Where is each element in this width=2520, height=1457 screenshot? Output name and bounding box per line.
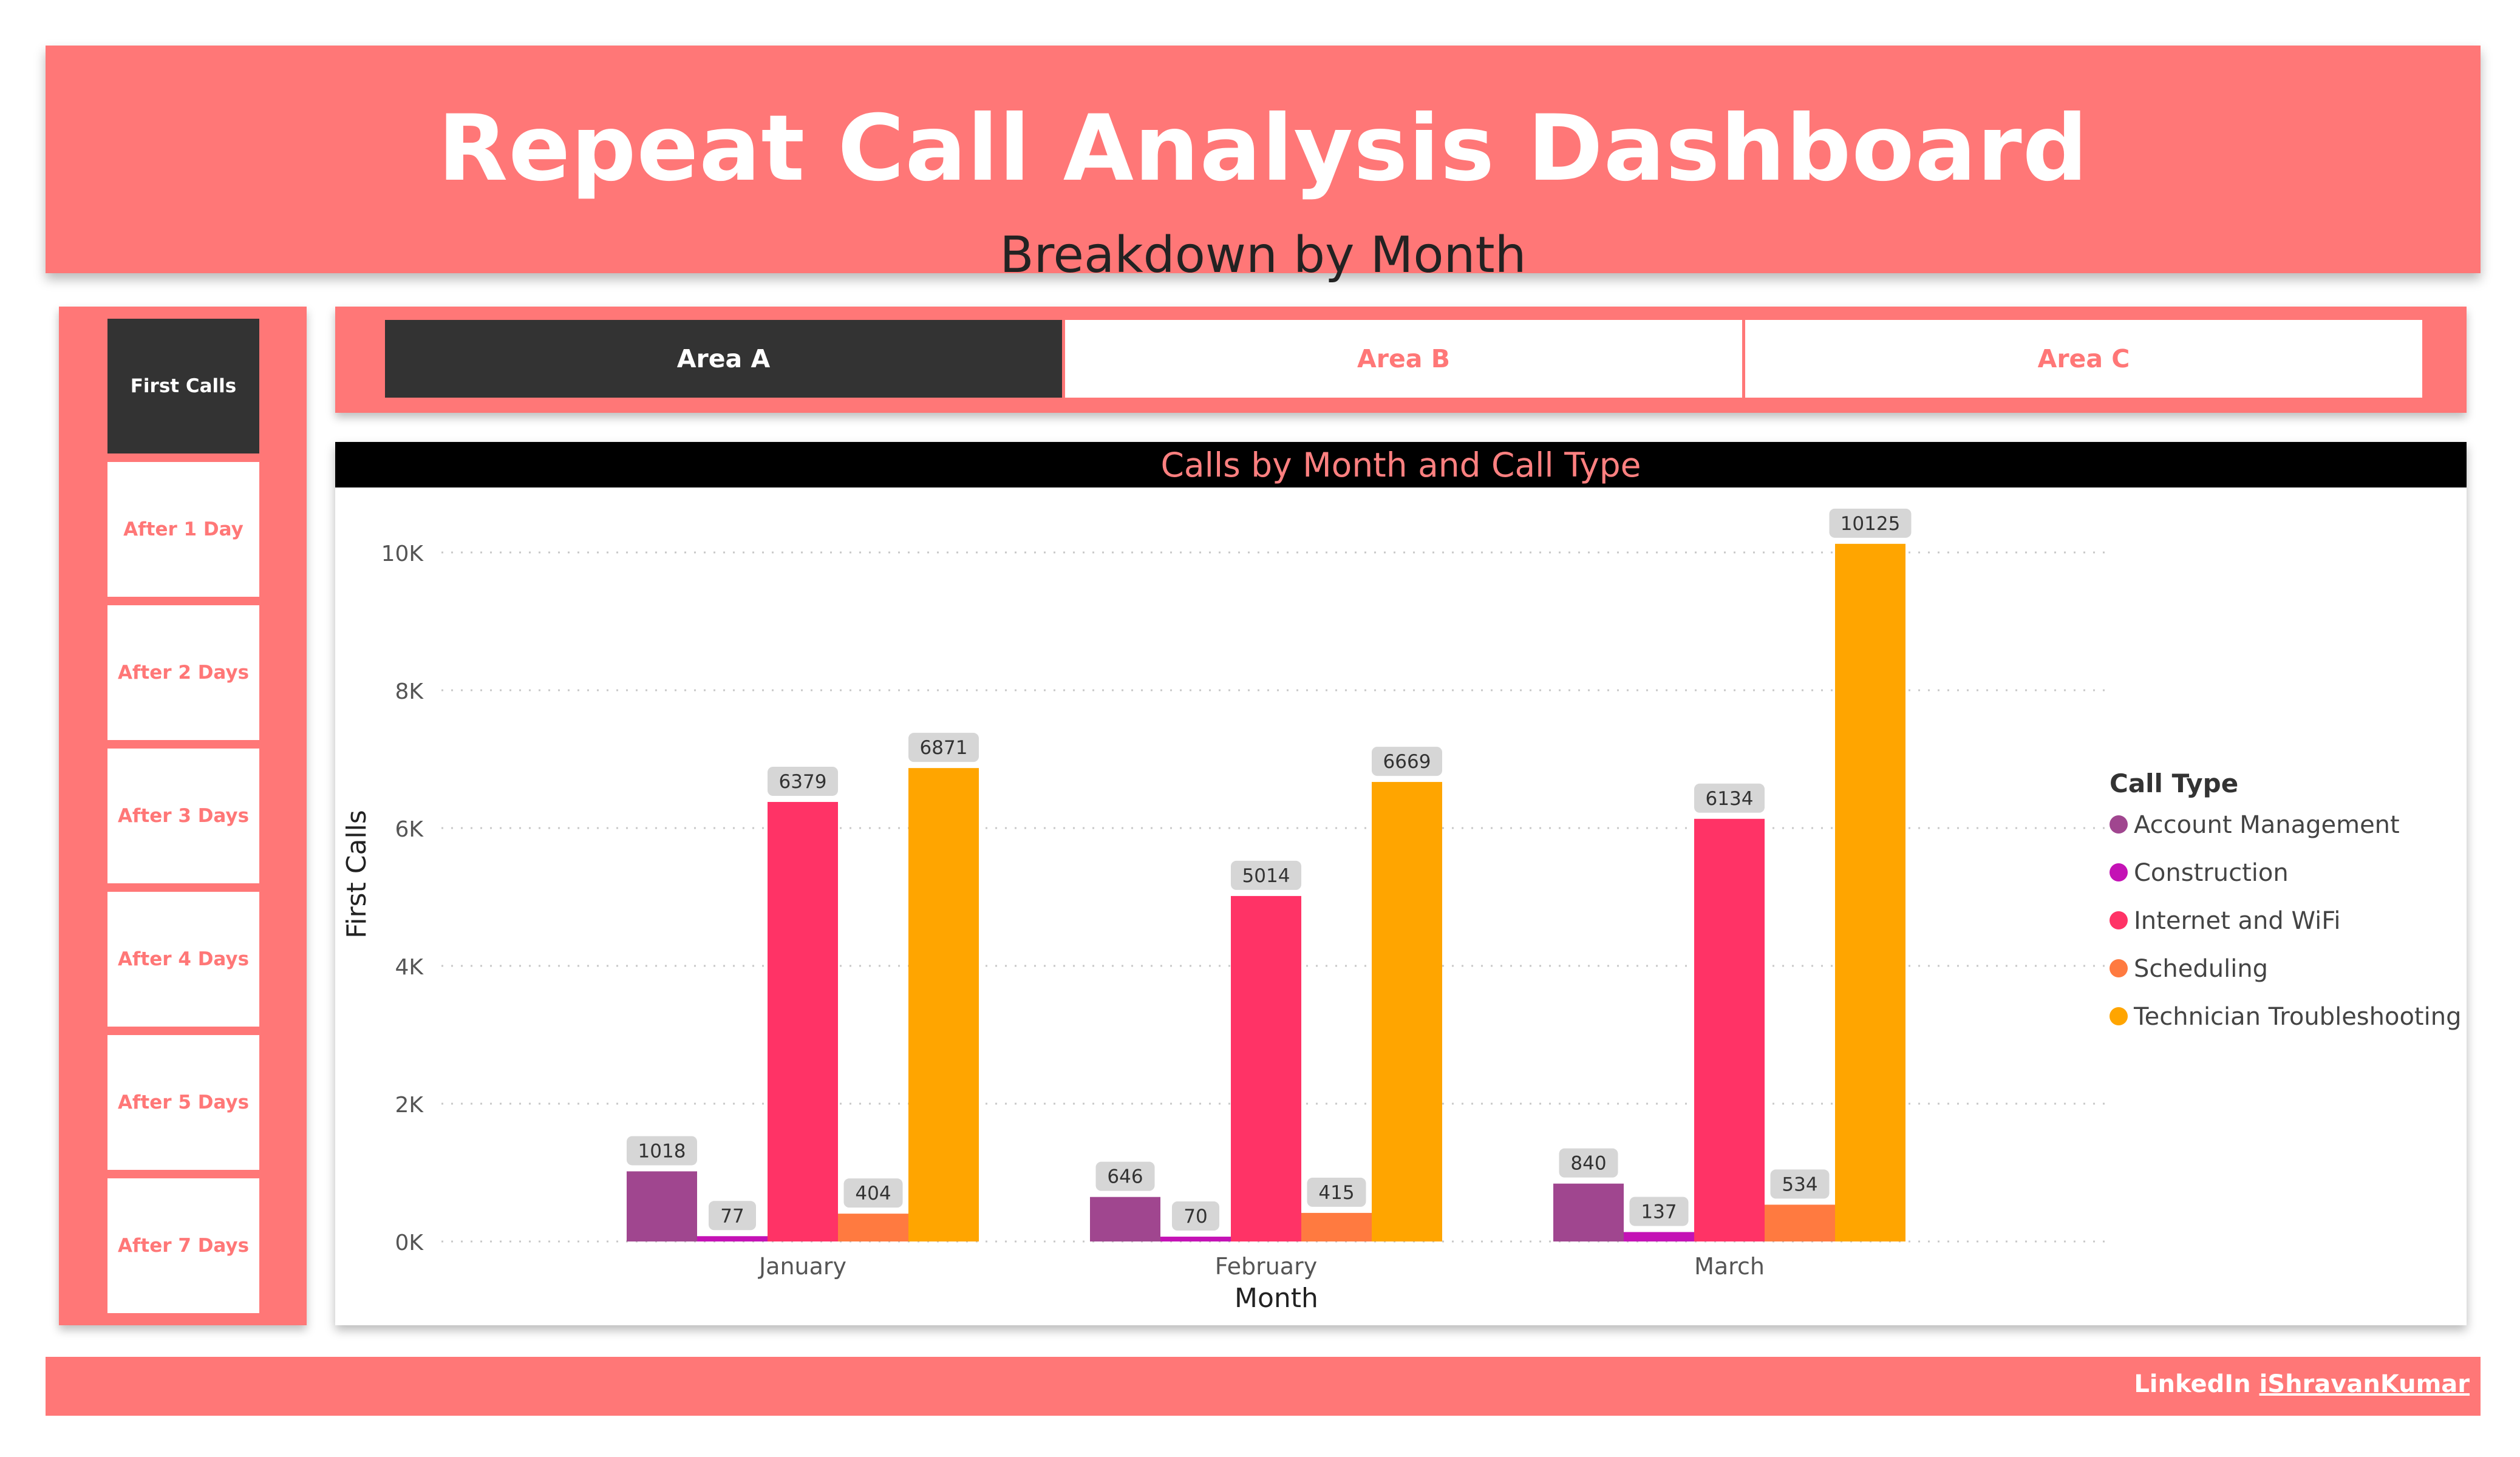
- data-label: 646: [1107, 1166, 1143, 1188]
- data-label: 840: [1570, 1153, 1606, 1175]
- sidebar-item-after-3-days[interactable]: After 3 Days: [107, 749, 259, 883]
- area-tabs: Area A Area B Area C: [335, 307, 2467, 413]
- data-label-bg: [1559, 1148, 1618, 1178]
- legend-item[interactable]: Scheduling: [2134, 955, 2268, 983]
- dashboard-subtitle: Breakdown by Month: [999, 226, 1527, 284]
- tab-area-c[interactable]: Area C: [1745, 320, 2422, 398]
- bar[interactable]: [1231, 895, 1301, 1241]
- legend-swatch[interactable]: [2110, 1007, 2128, 1025]
- sidebar-item-after-1-day[interactable]: After 1 Day: [107, 462, 259, 597]
- bar[interactable]: [908, 768, 979, 1241]
- bar[interactable]: [768, 801, 838, 1241]
- tab-area-b[interactable]: Area B: [1065, 320, 1742, 398]
- data-label-bg: [843, 1178, 903, 1208]
- sidebar-item-after-7-days[interactable]: After 7 Days: [107, 1178, 259, 1313]
- footer-prefix: LinkedIn: [2134, 1370, 2259, 1398]
- legend-swatch[interactable]: [2110, 959, 2128, 977]
- bar[interactable]: [1160, 1237, 1231, 1241]
- legend-item[interactable]: Account Management: [2134, 811, 2400, 839]
- data-label-bg: [908, 733, 979, 762]
- data-label: 70: [1183, 1206, 1207, 1228]
- data-label-bg: [1770, 1169, 1830, 1199]
- y-tick-label: 6K: [395, 817, 424, 842]
- data-label: 77: [720, 1205, 744, 1227]
- data-label: 137: [1641, 1201, 1677, 1223]
- sidebar-item-first-calls[interactable]: First Calls: [107, 319, 259, 453]
- bar[interactable]: [697, 1236, 768, 1241]
- data-label: 1018: [638, 1140, 686, 1162]
- bar[interactable]: [1835, 543, 1905, 1241]
- chart-title: Calls by Month and Call Type: [335, 442, 2467, 487]
- legend-item[interactable]: Technician Troubleshooting: [2133, 1003, 2461, 1031]
- y-axis-title: First Calls: [341, 810, 372, 939]
- sidebar-item-after-5-days[interactable]: After 5 Days: [107, 1035, 259, 1170]
- tab-area-a[interactable]: Area A: [385, 320, 1062, 398]
- bar[interactable]: [1301, 1212, 1372, 1241]
- bar[interactable]: [1553, 1183, 1624, 1241]
- sidebar-item-after-4-days[interactable]: After 4 Days: [107, 892, 259, 1027]
- data-label-bg: [1231, 860, 1301, 890]
- legend-swatch[interactable]: [2110, 815, 2128, 834]
- data-label-bg: [1172, 1201, 1219, 1231]
- bar[interactable]: [1372, 782, 1442, 1241]
- y-tick-label: 8K: [395, 679, 424, 704]
- y-tick-label: 10K: [381, 542, 424, 566]
- data-label: 534: [1782, 1173, 1817, 1195]
- dashboard-title: Repeat Call Analysis Dashboard: [437, 96, 2089, 202]
- data-label-bg: [1629, 1197, 1689, 1226]
- y-tick-label: 0K: [395, 1231, 424, 1255]
- data-label: 415: [1318, 1182, 1354, 1204]
- data-label: 6871: [920, 737, 968, 759]
- data-label-bg: [1095, 1161, 1155, 1191]
- data-label-bg: [627, 1136, 697, 1166]
- bar[interactable]: [838, 1214, 908, 1241]
- bar[interactable]: [627, 1171, 697, 1241]
- footer-bar: LinkedIn iShravanKumar: [46, 1357, 2481, 1416]
- data-label: 10125: [1841, 513, 1901, 535]
- legend-title: Call Type: [2110, 769, 2238, 798]
- data-label-bg: [1307, 1177, 1366, 1207]
- data-label-bg: [768, 766, 838, 796]
- legend-item[interactable]: Internet and WiFi: [2134, 907, 2341, 935]
- data-label-bg: [1829, 508, 1912, 538]
- data-label: 6669: [1383, 751, 1431, 773]
- bar[interactable]: [1694, 818, 1765, 1241]
- bar[interactable]: [1624, 1232, 1694, 1241]
- x-axis-title: Month: [1234, 1283, 1318, 1314]
- bar[interactable]: [1765, 1204, 1835, 1241]
- sidebar-item-after-2-days[interactable]: After 2 Days: [107, 605, 259, 740]
- sidebar-panel: First Calls After 1 Day After 2 Days Aft…: [59, 307, 307, 1325]
- dashboard-header: Repeat Call Analysis Dashboard Breakdown…: [46, 46, 2481, 280]
- legend-swatch[interactable]: [2110, 911, 2128, 929]
- data-label-bg: [1694, 783, 1765, 813]
- y-tick-label: 4K: [395, 955, 424, 980]
- data-label-bg: [709, 1201, 756, 1231]
- data-label-bg: [1372, 747, 1442, 776]
- data-label: 6134: [1706, 788, 1754, 810]
- x-tick-label: February: [1215, 1253, 1317, 1280]
- data-label: 404: [855, 1183, 891, 1204]
- x-tick-label: January: [758, 1253, 846, 1280]
- x-tick-label: March: [1694, 1253, 1765, 1280]
- bar-chart: 0K 2K 4K 6K 8K 10K 1018 77 6379 404 6871 January 646…: [341, 508, 2461, 1314]
- legend-item[interactable]: Construction: [2134, 859, 2289, 887]
- bar[interactable]: [1090, 1197, 1160, 1241]
- footer-credit: LinkedIn iShravanKumar: [2134, 1370, 2470, 1398]
- chart-panel: 0K 2K 4K 6K 8K 10K 1018 77 6379 404 6871 January 646…: [335, 442, 2467, 1325]
- linkedin-link[interactable]: iShravanKumar: [2259, 1370, 2470, 1398]
- legend-swatch[interactable]: [2110, 863, 2128, 881]
- data-label: 5014: [1242, 865, 1290, 887]
- y-tick-label: 2K: [395, 1093, 424, 1118]
- data-label: 6379: [779, 771, 827, 793]
